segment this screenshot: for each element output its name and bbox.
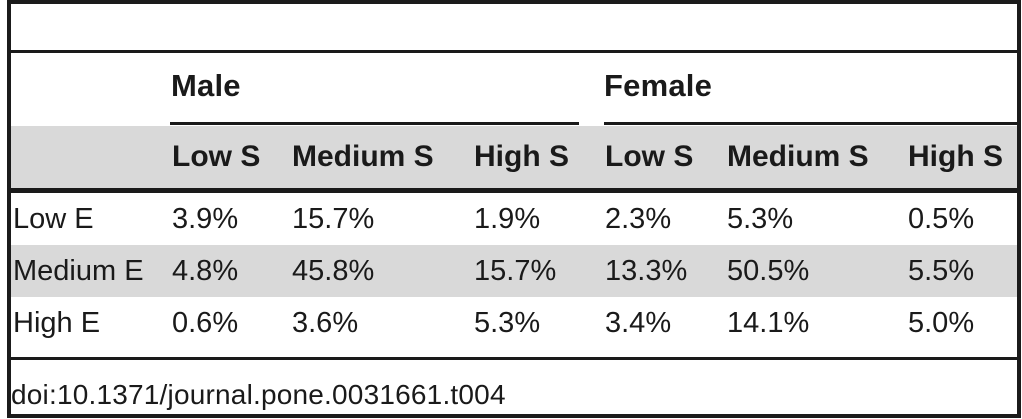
table-cell: 5.3% (474, 307, 541, 339)
table-row: Low E 3.9% 15.7% 1.9% 2.3% 5.3% 0.5% (11, 193, 1017, 245)
table-cell: 14.1% (727, 307, 810, 339)
row-label: High E (13, 307, 101, 339)
table-cell: 45.8% (292, 255, 375, 287)
subheader-male-medium-s: Medium S (292, 140, 434, 173)
table-cell: 1.9% (474, 203, 541, 235)
header-body-divider-rule (11, 188, 1017, 193)
subheader-row: Low S Medium S High S Low S Medium S Hig… (11, 126, 1017, 188)
table-cell: 15.7% (292, 203, 375, 235)
table-cell: 50.5% (727, 255, 810, 287)
row-label: Low E (13, 203, 94, 235)
subheader-male-high-s: High S (474, 140, 569, 173)
table-cell: 5.5% (908, 255, 975, 287)
table-bottom-rule (11, 357, 1017, 360)
table-cell: 3.9% (172, 203, 239, 235)
table-cell: 15.7% (474, 255, 557, 287)
table-cell: 4.8% (172, 255, 239, 287)
column-group-header-female: Female (604, 68, 713, 103)
table-cell: 3.4% (605, 307, 672, 339)
table-row: High E 0.6% 3.6% 5.3% 3.4% 14.1% 5.0% (11, 297, 1017, 349)
male-group-underline (170, 122, 579, 125)
table-cell: 5.3% (727, 203, 794, 235)
table-row: Medium E 4.8% 45.8% 15.7% 13.3% 50.5% 5.… (11, 245, 1017, 297)
table-top-rule (11, 50, 1017, 53)
table-cell: 3.6% (292, 307, 359, 339)
table-cell: 2.3% (605, 203, 672, 235)
subheader-male-low-s: Low S (172, 140, 261, 173)
table-cell: 0.6% (172, 307, 239, 339)
subheader-female-high-s: High S (908, 140, 1003, 173)
table-cell: 13.3% (605, 255, 688, 287)
subheader-female-medium-s: Medium S (727, 140, 869, 173)
subheader-female-low-s: Low S (605, 140, 694, 173)
table-frame: Male Female Low S Medium S High S Low S … (7, 0, 1021, 418)
doi-footer: doi:10.1371/journal.pone.0031661.t004 (11, 379, 506, 410)
table-cell: 5.0% (908, 307, 975, 339)
column-group-header-male: Male (171, 68, 241, 103)
table-cell: 0.5% (908, 203, 975, 235)
row-label: Medium E (13, 255, 144, 287)
female-group-underline (604, 122, 1017, 125)
